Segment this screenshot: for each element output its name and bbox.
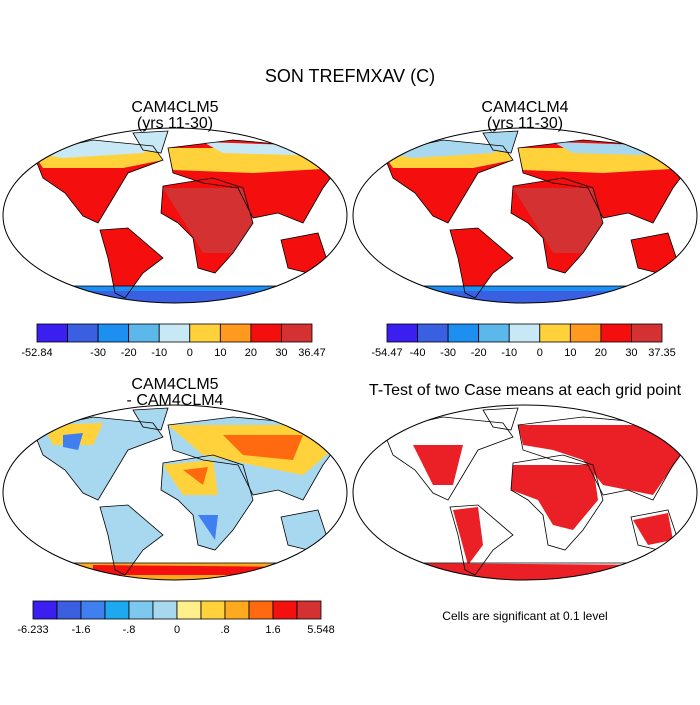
colorbar-box (56, 600, 82, 620)
colorbar-box (248, 600, 274, 620)
colorbar-label: 36.47 (298, 347, 326, 359)
colorbar-label: -20 (121, 347, 137, 359)
colorbar-box (631, 323, 663, 343)
colorbar-label: -.8 (123, 624, 136, 636)
colorbar-label: 30 (275, 347, 287, 359)
colorbar-box (296, 600, 322, 620)
colorbar-label: 0 (187, 347, 193, 359)
colorbar-box (272, 600, 298, 620)
colorbar-box (281, 323, 313, 343)
colorbar-label: .8 (220, 624, 229, 636)
colorbar-label: 10 (214, 347, 226, 359)
colorbar-label: 5.548 (307, 624, 335, 636)
colorbar-box (80, 600, 106, 620)
note: Cells are significant at 0.1 level (442, 609, 607, 623)
colorbar-label: 1.6 (265, 624, 280, 636)
colorbar-label: 20 (595, 347, 607, 359)
colorbar-box (128, 600, 154, 620)
map (2, 127, 348, 304)
colorbar-box (447, 323, 480, 343)
colorbar-box (569, 323, 602, 343)
colorbar-box (478, 323, 510, 343)
colorbar-box (128, 323, 160, 343)
map (2, 404, 348, 581)
colorbar-box (104, 600, 130, 620)
panel-title: CAM4CLM5 (131, 376, 218, 393)
panel-title: CAM4CLM5 (131, 99, 218, 116)
colorbar-label: -10 (501, 347, 517, 359)
colorbar-label: 10 (564, 347, 576, 359)
map (352, 127, 698, 304)
colorbar-label: 0 (537, 347, 543, 359)
colorbar-label: -30 (90, 347, 106, 359)
colorbar-label: -6.233 (17, 624, 48, 636)
panel-subtitle: (yrs 11-30) (487, 115, 563, 132)
colorbar-box (32, 600, 58, 620)
colorbar-label: -54.47 (371, 347, 402, 359)
panel-subtitle: - CAM4CLM4 (127, 392, 224, 409)
colorbar-box (158, 323, 191, 343)
colorbar-label: -10 (151, 347, 167, 359)
panel-title: T-Test of two Case means at each grid po… (369, 382, 682, 399)
colorbar-box (539, 323, 571, 343)
colorbar-box (152, 600, 178, 620)
colorbar-box (250, 323, 282, 343)
panel-title: CAM4CLM4 (481, 99, 568, 116)
colorbar-label: -30 (440, 347, 456, 359)
colorbar-box (200, 600, 226, 620)
colorbar-label: 30 (625, 347, 637, 359)
colorbar-box (224, 600, 250, 620)
colorbar-box (219, 323, 252, 343)
colorbar-label: -1.6 (72, 624, 91, 636)
colorbar-label: -52.84 (21, 347, 52, 359)
colorbar-label: 20 (245, 347, 257, 359)
colorbar-box (176, 600, 202, 620)
panel-subtitle: (yrs 11-30) (137, 115, 213, 132)
colorbar-label: 37.35 (648, 347, 676, 359)
colorbar-label: -20 (471, 347, 487, 359)
colorbar-box (508, 323, 541, 343)
colorbar-box (417, 323, 449, 343)
colorbar-box (97, 323, 130, 343)
colorbar-box (189, 323, 221, 343)
figure-title: SON TREFMXAV (C) (265, 66, 435, 86)
colorbar-box (36, 323, 68, 343)
colorbar-box (600, 323, 632, 343)
colorbar-box (67, 323, 99, 343)
colorbar-label: 0 (174, 624, 180, 636)
map (352, 404, 698, 581)
colorbar-box (386, 323, 418, 343)
colorbar-label: -40 (410, 347, 426, 359)
